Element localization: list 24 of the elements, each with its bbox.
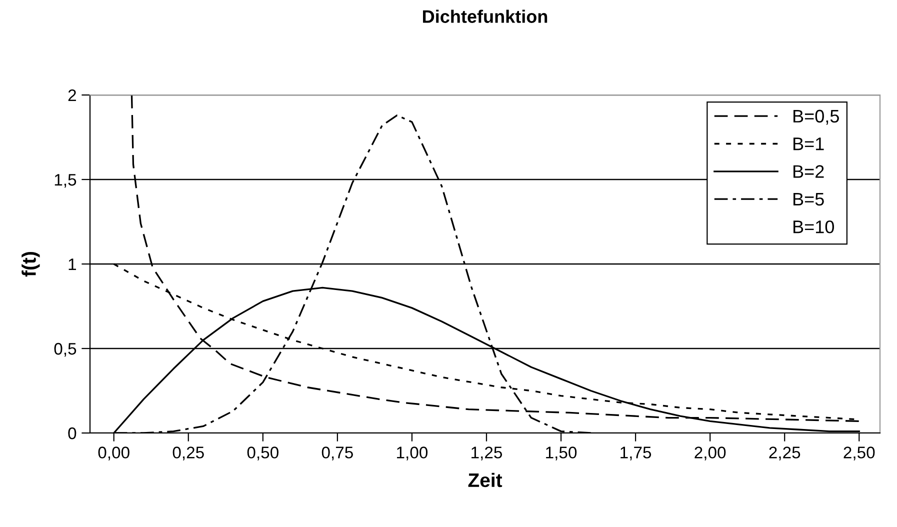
x-tick-label: 1,25 bbox=[472, 446, 502, 460]
chart-title: Dichtefunktion bbox=[423, 10, 548, 23]
legend-label: B=2 bbox=[794, 165, 824, 178]
x-tick-label: 2,00 bbox=[694, 446, 726, 460]
y-axis-title: f(t) bbox=[22, 252, 40, 277]
legend-label: B=5 bbox=[794, 192, 824, 206]
y-tick-label: 0 bbox=[68, 427, 76, 440]
x-tick-label: 1,50 bbox=[546, 446, 577, 460]
y-tick-label: 2 bbox=[68, 89, 76, 102]
x-tick-label: 1,75 bbox=[620, 446, 652, 460]
x-tick-label: 0,75 bbox=[322, 446, 353, 460]
text: B=10 bbox=[794, 220, 834, 234]
x-axis-title: Zeit bbox=[468, 472, 502, 488]
y-tick-label: 1,5 bbox=[54, 174, 76, 188]
x-tick-label: 2,25 bbox=[769, 446, 800, 460]
y-tick-label: 1 bbox=[68, 258, 76, 270]
x-tick-label: 0,00 bbox=[98, 446, 130, 460]
x-tick-label: 2,50 bbox=[844, 446, 875, 460]
x-tick-label: 0,25 bbox=[172, 446, 204, 460]
legend-label: B=0,5 bbox=[794, 110, 839, 125]
legend-label: B=1 bbox=[794, 138, 824, 150]
x-tick-label: 0,50 bbox=[247, 446, 278, 460]
y-tick-label: 0,5 bbox=[54, 342, 76, 357]
x-tick-label: 1,00 bbox=[397, 446, 428, 460]
